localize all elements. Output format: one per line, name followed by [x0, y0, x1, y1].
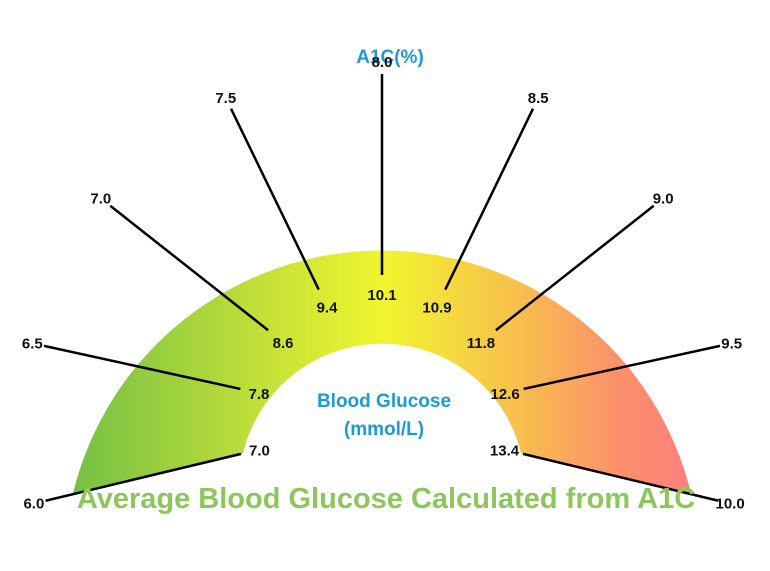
tick-line — [522, 452, 719, 502]
a1c-axis-title: A1C(%) — [356, 47, 424, 68]
tick-line — [45, 452, 242, 502]
glucose-axis-title: Blood Glucose — [317, 391, 451, 412]
tick-line — [109, 204, 269, 332]
diagram-caption: Average Blood Glucose Calculated from A1… — [77, 483, 695, 515]
a1c-tick-label: 7.5 — [215, 90, 236, 107]
gauge-ticks — [43, 74, 721, 502]
glucose-tick-label: 8.6 — [273, 335, 294, 352]
glucose-tick-label: 10.9 — [422, 300, 451, 317]
a1c-tick-label: 8.5 — [528, 90, 549, 107]
glucose-tick-label: 9.4 — [317, 300, 339, 317]
tick-line — [444, 108, 535, 291]
a1c-tick-labels: 6.0 6.5 7.0 7.5 8.0 8.5 9.0 9.5 10.0 — [22, 54, 745, 513]
a1c-tick-label: 9.0 — [653, 190, 674, 207]
tick-line — [229, 108, 320, 291]
tick-line — [495, 204, 655, 332]
glucose-axis-unit: (mmol/L) — [344, 419, 424, 440]
a1c-tick-label: 6.5 — [22, 335, 43, 352]
glucose-tick-label: 12.6 — [490, 386, 519, 403]
glucose-tick-label: 10.1 — [367, 287, 396, 304]
tick-line — [523, 344, 721, 391]
tick-line — [43, 344, 241, 391]
a1c-tick-label: 9.5 — [721, 335, 742, 352]
a1c-tick-label: 6.0 — [23, 496, 44, 513]
glucose-tick-labels: 7.0 7.8 8.6 9.4 10.1 10.9 11.8 12.6 13.4 — [248, 287, 519, 459]
a1c-tick-label: 10.0 — [716, 496, 745, 513]
glucose-tick-label: 13.4 — [490, 442, 520, 459]
a1c-tick-label: 7.0 — [90, 190, 111, 207]
glucose-tick-label: 11.8 — [467, 335, 495, 352]
glucose-tick-label: 7.8 — [248, 386, 269, 403]
gauge-arc — [72, 250, 692, 495]
glucose-tick-label: 7.0 — [249, 442, 270, 459]
a1c-tick-label: 8.0 — [372, 54, 393, 71]
